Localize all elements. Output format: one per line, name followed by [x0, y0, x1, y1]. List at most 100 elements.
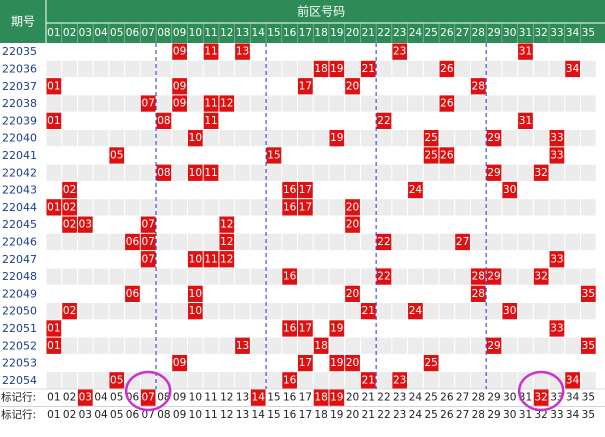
- number-column-header: 12: [220, 27, 233, 39]
- hit-cell: [282, 372, 298, 389]
- hit-number: 33: [550, 132, 563, 144]
- empty-cell: [298, 268, 313, 285]
- hit-cell: [486, 164, 502, 181]
- hit-cell: [360, 60, 376, 78]
- empty-cell: [298, 337, 313, 354]
- marked-cell[interactable]: [140, 389, 156, 406]
- issue-number: 22045: [2, 218, 37, 231]
- empty-cell: [486, 372, 502, 389]
- empty-cell: [502, 233, 518, 251]
- marker-number: 16: [283, 409, 297, 421]
- marker-row: 标记行: 01 02 03 04 05 06 07 08 09 10 11 12 13 14 15 16 17 18…: [0, 388, 605, 407]
- empty-cell: [470, 95, 486, 112]
- marker-number: 10: [189, 409, 202, 421]
- empty-cell: [77, 372, 93, 389]
- hit-cell: [282, 199, 298, 216]
- hit-cell: [62, 303, 77, 320]
- hit-cell: [46, 337, 62, 354]
- empty-cell: [502, 95, 518, 112]
- hit-cell: [140, 216, 156, 233]
- draw-row: 22049 06 10 20 28 35: [2, 285, 596, 302]
- empty-cell: [140, 337, 156, 354]
- draw-row: 22044 01 02 16 17 20: [2, 199, 596, 216]
- empty-cell: [187, 372, 203, 389]
- empty-cell: [125, 268, 140, 285]
- hit-number: 21: [362, 63, 375, 75]
- hit-number: 31: [519, 46, 532, 58]
- empty-cell: [455, 164, 470, 181]
- empty-cell: [455, 60, 470, 78]
- number-column-header: 25: [424, 27, 437, 39]
- empty-cell: [565, 199, 580, 216]
- hit-number: 25: [424, 149, 437, 161]
- hit-number: 09: [173, 98, 186, 110]
- empty-cell: [250, 199, 266, 216]
- empty-cell: [282, 130, 298, 147]
- empty-cell: [423, 60, 439, 78]
- draw-row: 22043 02 16 17 24 30: [2, 181, 518, 199]
- empty-cell: [250, 130, 266, 147]
- empty-cell: [203, 372, 219, 389]
- marked-cell[interactable]: [313, 389, 329, 406]
- hit-number: 07: [141, 253, 154, 265]
- marker-number: 30: [503, 392, 516, 404]
- hit-cell: [125, 233, 140, 251]
- marked-cell[interactable]: [329, 389, 345, 406]
- hit-cell: [533, 268, 549, 285]
- number-column-header: 33: [550, 27, 563, 39]
- issue-number: 22047: [2, 253, 37, 266]
- hit-cell: [172, 78, 187, 95]
- hit-cell: [549, 147, 565, 164]
- empty-cell: [125, 95, 140, 112]
- empty-cell: [502, 372, 518, 389]
- empty-cell: [203, 60, 219, 78]
- hit-cell: [125, 285, 140, 302]
- hit-number: 28: [472, 288, 485, 300]
- hit-cell: [549, 251, 565, 268]
- marked-cell[interactable]: [533, 389, 549, 406]
- number-column-header: 05: [110, 27, 123, 39]
- issue-number: 22042: [2, 166, 37, 179]
- marker-number: 21: [362, 409, 375, 421]
- empty-cell: [376, 95, 392, 112]
- empty-cell: [93, 372, 109, 389]
- hit-cell: [235, 43, 250, 60]
- hit-cell: [580, 337, 596, 354]
- empty-cell: [156, 95, 172, 112]
- marker-number: 28: [472, 409, 485, 421]
- empty-cell: [156, 337, 172, 354]
- empty-cell: [518, 303, 533, 320]
- empty-cell: [62, 233, 77, 251]
- hit-cell: [345, 199, 360, 216]
- hit-cell: [329, 130, 345, 147]
- hit-number: 01: [47, 201, 60, 213]
- empty-cell: [235, 233, 250, 251]
- empty-cell: [109, 164, 125, 181]
- marked-cell[interactable]: [250, 389, 266, 406]
- empty-cell: [235, 372, 250, 389]
- empty-cell: [439, 199, 455, 216]
- hit-cell: [486, 337, 502, 354]
- hit-number: 28: [472, 80, 485, 92]
- hit-number: 09: [173, 357, 186, 369]
- empty-cell: [46, 268, 62, 285]
- empty-cell: [266, 268, 282, 285]
- empty-cell: [125, 130, 140, 147]
- draw-row: 22041 05 15 25 26 33: [2, 147, 565, 164]
- hit-cell: [360, 372, 376, 389]
- hit-number: 07: [141, 98, 154, 110]
- hit-cell: [408, 181, 423, 199]
- empty-cell: [313, 372, 329, 389]
- empty-cell: [518, 164, 533, 181]
- empty-cell: [156, 199, 172, 216]
- hit-number: 19: [330, 322, 343, 334]
- empty-cell: [329, 268, 345, 285]
- empty-cell: [439, 268, 455, 285]
- hit-cell: [172, 354, 187, 372]
- empty-cell: [93, 303, 109, 320]
- hit-number: 11: [204, 46, 217, 58]
- empty-cell: [77, 130, 93, 147]
- empty-cell: [502, 60, 518, 78]
- marked-cell[interactable]: [77, 389, 93, 406]
